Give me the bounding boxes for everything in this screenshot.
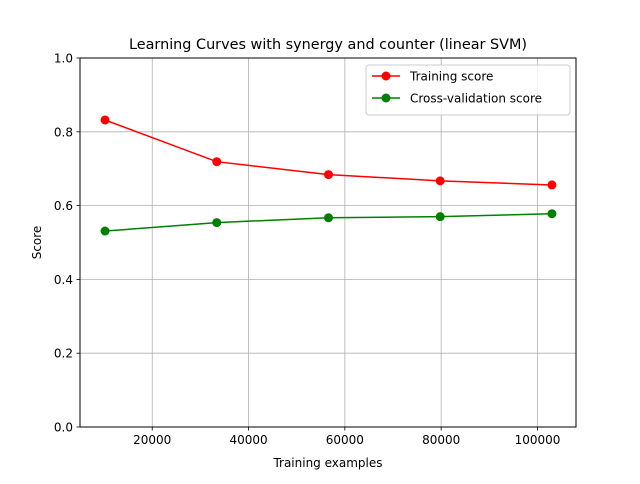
data-point-training xyxy=(547,180,557,190)
y-tick-label: 1.0 xyxy=(54,52,73,66)
x-tick-label: 20000 xyxy=(133,433,171,447)
x-tick-label: 100000 xyxy=(515,433,561,447)
x-axis-label: Training examples xyxy=(272,456,382,470)
legend-box xyxy=(365,64,571,116)
y-tick-label: 0.8 xyxy=(54,125,73,139)
y-axis-label: Score xyxy=(30,226,44,260)
data-point-training xyxy=(323,170,333,180)
series-layer xyxy=(100,115,557,236)
y-tick-label: 0.4 xyxy=(54,273,73,287)
data-point-training xyxy=(100,115,110,125)
x-tick-label: 80000 xyxy=(422,433,460,447)
legend-label-cv: Cross-validation score xyxy=(410,92,542,106)
legend-marker-cv xyxy=(381,93,391,103)
data-point-cv xyxy=(547,209,557,219)
chart-title: Learning Curves with synergy and counter… xyxy=(129,37,527,53)
legend-marker-training xyxy=(381,71,391,81)
data-point-training xyxy=(435,176,445,186)
data-point-cv xyxy=(323,213,333,223)
x-tick-label: 40000 xyxy=(229,433,267,447)
plot-frame xyxy=(79,57,577,428)
x-tick-label: 60000 xyxy=(326,433,364,447)
y-tick-label: 0.6 xyxy=(54,199,73,213)
legend-label-training: Training score xyxy=(409,70,493,84)
data-point-cv xyxy=(435,212,445,222)
data-point-training xyxy=(212,157,222,167)
legend: Training score Cross-validation score xyxy=(365,64,571,116)
axis-ticks: 20000 40000 60000 80000 100000 0.0 0.2 0.4 0.6 0.… xyxy=(54,52,560,448)
data-point-cv xyxy=(100,226,110,236)
data-point-cv xyxy=(212,218,222,228)
y-tick-label: 0.2 xyxy=(54,347,73,361)
y-tick-label: 0.0 xyxy=(54,421,73,435)
